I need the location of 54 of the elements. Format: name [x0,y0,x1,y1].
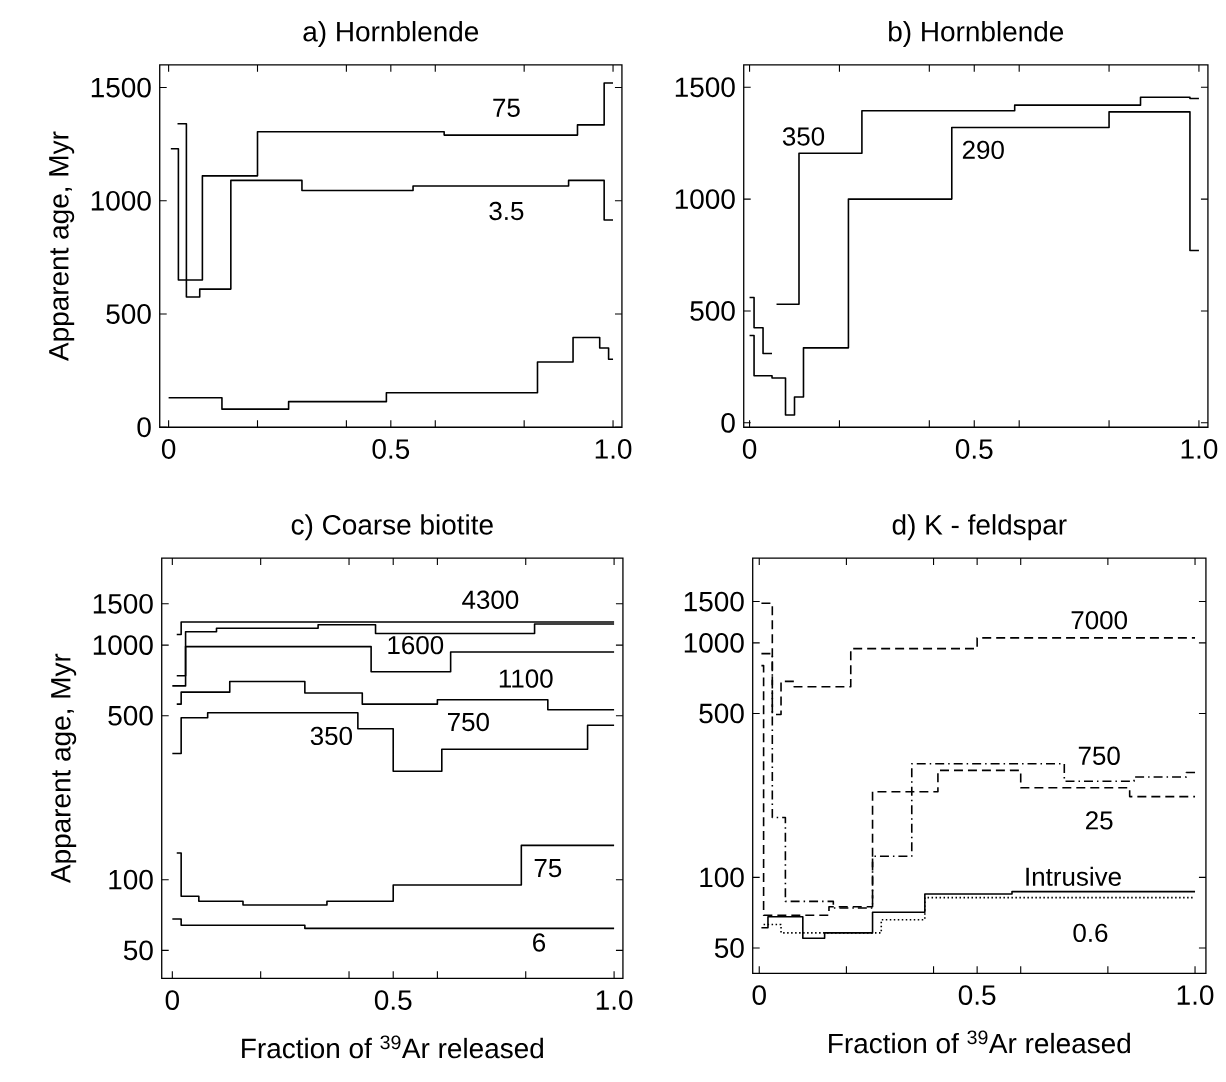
y-tick-label: 100 [700,867,744,888]
y-tick-label: 500 [690,300,735,321]
x-tick-label: 1.0 [596,990,633,1010]
series-label: 1100 [499,669,553,688]
y-tick-label: 1500 [675,77,735,98]
x-tick-label: 0.5 [955,439,993,459]
y-tick-label: 1000 [93,635,153,655]
x-tick-label: 0.5 [374,990,412,1010]
x-axis-title: Fraction of $^{39}$Ar released [242,1035,543,1059]
y-tick-label: 0 [721,412,735,433]
chart-title: c) Coarse biotite [291,514,493,541]
x-axis-title: Fraction of $^{39}$Ar released [829,1030,1130,1054]
x-tick-label: 0.5 [958,985,996,1005]
y-tick-label: 500 [108,705,153,726]
series-label: 350 [782,127,825,146]
y-tick-label: 1500 [91,77,151,98]
series-label: Intrusive [1026,866,1121,886]
x-tick-label: 0.5 [372,439,410,459]
y-tick-label: 500 [699,703,744,724]
legend-label: 75 [534,859,562,878]
series-label: 350 [310,726,352,746]
y-tick-label: 100 [109,869,153,890]
y-tick-label: 1000 [675,189,735,209]
series-label: 6 [533,933,546,952]
chart-title: a) Hornblende [303,20,479,47]
x-tick-label: 0 [165,990,179,1010]
x-tick-label: 0 [161,439,176,459]
series-label: 3.5 [489,201,524,221]
y-tick-label: 1000 [91,190,151,211]
series-label: 4300 [462,590,519,609]
chart-title: d) K - feldspar [892,514,1067,541]
y-tick-label: 500 [106,304,151,324]
series-label: 750 [1078,746,1120,765]
chart-title: b) Hornblende [889,20,1064,47]
x-tick-label: 0 [742,439,757,459]
x-tick-label: 1.0 [1177,985,1214,1005]
y-tick-label: 1500 [684,591,744,612]
y-axis-title: Apparent age, Myr [51,653,77,884]
series-label: 7000 [1071,610,1127,630]
y-tick-label: 0 [137,417,151,438]
y-tick-label: 1500 [93,593,153,614]
series-label: 1600 [388,635,444,655]
series-label: 750 [447,712,489,732]
series-label: 25 [1086,811,1113,830]
series-label: 290 [962,140,1004,159]
y-tick-label: 1000 [684,632,744,653]
x-tick-label: 1.0 [595,439,632,459]
y-axis-title: Apparent age, Myr [49,131,75,361]
series-label: 0.6 [1073,923,1108,942]
x-tick-label: 1.0 [1181,439,1218,459]
x-tick-label: 0 [752,985,766,1005]
legend-label: 75 [493,98,520,117]
y-tick-label: 50 [123,940,153,961]
y-tick-label: 50 [714,938,744,958]
